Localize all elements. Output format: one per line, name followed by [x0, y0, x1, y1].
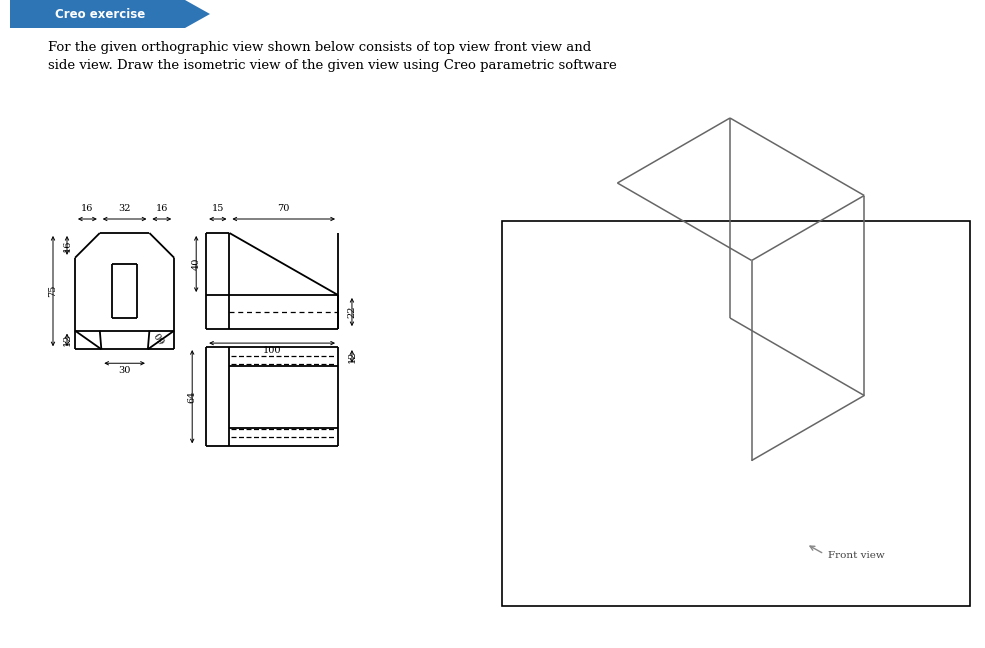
Text: For the given orthographic view shown below consists of top view front view and: For the given orthographic view shown be…	[48, 41, 591, 54]
Text: 22: 22	[348, 306, 357, 318]
Text: 15: 15	[212, 204, 224, 213]
Text: 70: 70	[278, 204, 290, 213]
Text: 32: 32	[118, 204, 131, 213]
Text: 64: 64	[188, 391, 197, 403]
Text: 40: 40	[192, 258, 201, 270]
Text: 16: 16	[62, 239, 72, 251]
Text: Front view: Front view	[828, 551, 885, 561]
Text: 75: 75	[48, 285, 57, 297]
Text: 12: 12	[62, 334, 72, 346]
Text: 100: 100	[263, 346, 282, 355]
Text: 16: 16	[81, 204, 94, 213]
Text: 12: 12	[348, 350, 357, 363]
Polygon shape	[10, 0, 210, 28]
Text: 30: 30	[118, 366, 131, 375]
Text: Creo exercise: Creo exercise	[55, 8, 145, 21]
Text: side view. Draw the isometric view of the given view using Creo parametric softw: side view. Draw the isometric view of th…	[48, 58, 617, 71]
Bar	[502, 221, 970, 606]
Text: 16: 16	[156, 204, 168, 213]
Text: 09: 09	[151, 332, 165, 347]
